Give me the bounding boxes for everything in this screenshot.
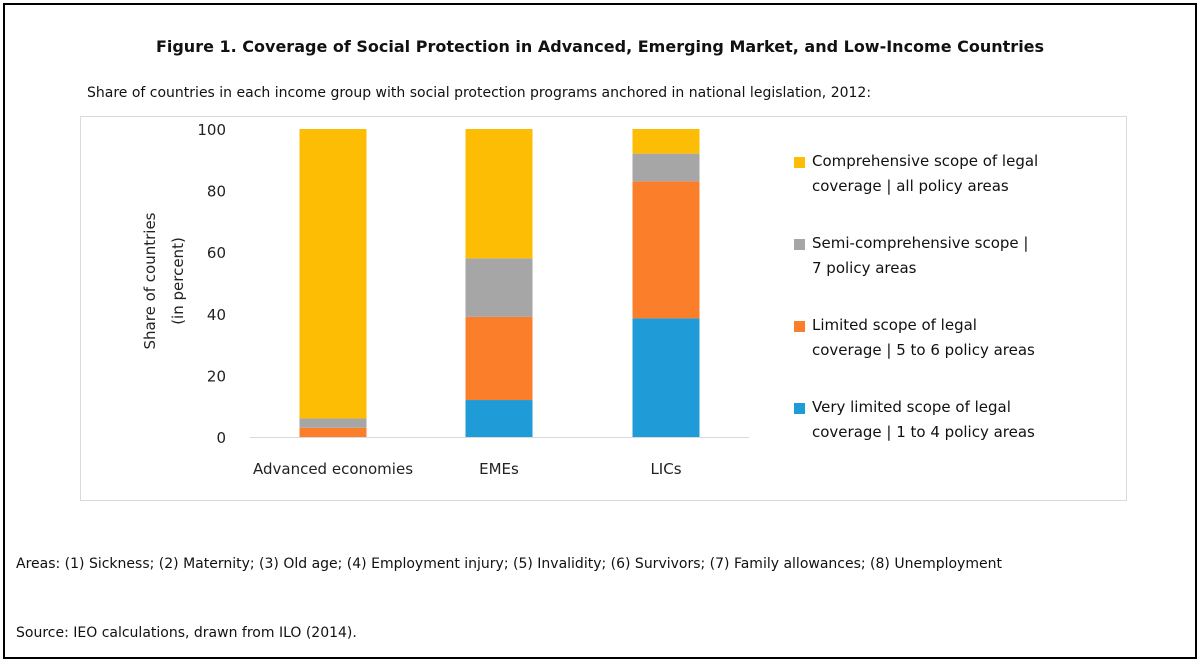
areas-note: Areas: (1) Sickness; (2) Maternity; (3) … — [16, 556, 1002, 572]
chart-legend: Comprehensive scope of legal coverage | a… — [794, 149, 1114, 477]
y-axis-title-line: Share of countries — [141, 212, 159, 349]
legend-swatch — [794, 403, 805, 414]
legend-label-line: Semi-comprehensive scope | — [812, 234, 1029, 252]
legend-swatch — [794, 239, 805, 250]
y-tick-label: 40 — [207, 306, 226, 324]
bar-segment — [632, 129, 700, 154]
y-tick-label: 80 — [207, 183, 226, 201]
legend-label-line: Comprehensive scope of legal — [812, 152, 1039, 170]
bar-segment — [465, 129, 533, 259]
bar-segment — [465, 258, 533, 317]
x-tick-label: EMEs — [479, 460, 519, 478]
legend-label-line: coverage | 1 to 4 policy areas — [812, 423, 1035, 441]
x-tick-label: Advanced economies — [253, 460, 413, 478]
legend-item: Comprehensive scope of legal coverage | a… — [794, 149, 1114, 231]
legend-label-line: coverage | 5 to 6 policy areas — [812, 341, 1035, 359]
legend-item: Very limited scope of legal coverage | 1 … — [794, 395, 1114, 477]
chart-area — [80, 116, 1127, 501]
legend-item: Semi-comprehensive scope | 7 policy areas — [794, 231, 1114, 313]
legend-swatch — [794, 321, 805, 332]
figure-title: Figure 1. Coverage of Social Protection … — [155, 37, 1045, 56]
legend-label-line: Limited scope of legal — [812, 316, 977, 334]
legend-label-line: Very limited scope of legal — [812, 398, 1011, 416]
bar-segment — [632, 318, 700, 437]
bar-segment — [632, 153, 700, 182]
bar-segment — [632, 181, 700, 319]
y-tick-label: 60 — [207, 244, 226, 262]
bar-segment — [465, 400, 533, 437]
figure-frame: Figure 1. Coverage of Social Protection … — [3, 3, 1197, 659]
y-tick-label: 0 — [216, 429, 226, 447]
legend-label-line: 7 policy areas — [812, 259, 917, 277]
bar-segment — [299, 129, 367, 419]
y-axis-title-line: (in percent) — [169, 237, 187, 325]
y-tick-label: 20 — [207, 367, 226, 385]
x-tick-label: LICs — [650, 460, 681, 478]
y-axis-title: Share of countries (in percent) — [141, 212, 187, 349]
legend-item: Limited scope of legal coverage | 5 to 6 … — [794, 313, 1114, 395]
source-note: Source: IEO calculations, drawn from ILO… — [16, 625, 357, 641]
bar-segment — [299, 427, 367, 437]
bar-segment — [299, 418, 367, 428]
legend-swatch — [794, 157, 805, 168]
figure-subtitle: Share of countries in each income group … — [87, 85, 872, 101]
bar-segment — [465, 316, 533, 401]
y-tick-label: 100 — [197, 121, 226, 139]
legend-label-line: coverage | all policy areas — [812, 177, 1009, 195]
